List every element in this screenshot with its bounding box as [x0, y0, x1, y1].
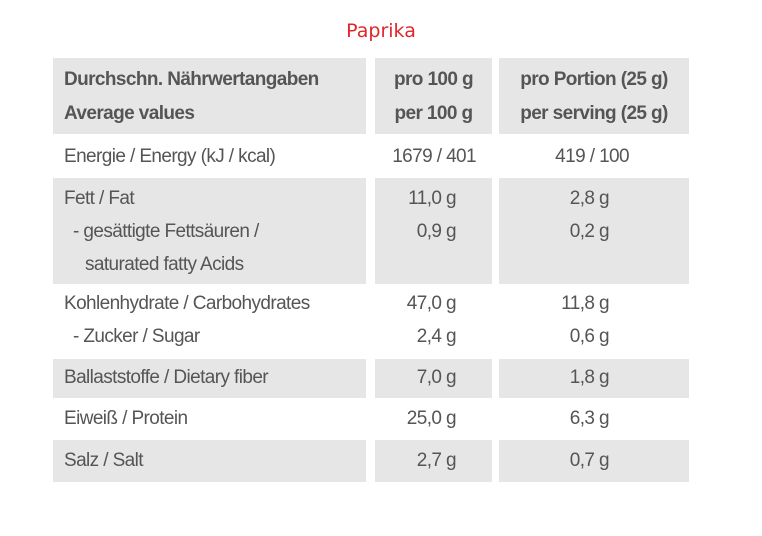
value: 11,8 g	[561, 293, 609, 314]
row-fat-label: Fett / Fat - gesättigte Fettsäuren / sat…	[53, 178, 366, 284]
value: 0,7 g	[569, 450, 610, 471]
value: 2,7 g	[416, 450, 457, 471]
row-fiber-per100: 7,0 g	[375, 359, 492, 398]
header-average-values: Durchschn. Nährwertangaben Average value…	[53, 58, 366, 134]
value: 0,9 g	[416, 221, 457, 242]
header-label-de: Durchschn. Nährwertangaben	[64, 69, 319, 90]
row-fat-portion: 2,8 g 0,2 g	[499, 178, 689, 284]
value: 2,8 g	[569, 188, 610, 209]
label: Ballaststoffe / Dietary fiber	[64, 367, 269, 388]
value: 419 / 100	[555, 146, 629, 167]
row-energy-per100: 1679 / 401	[375, 140, 492, 176]
value: 47,0 g	[406, 293, 457, 314]
row-carbs-label: Kohlenhydrate / Carbohydrates - Zucker /…	[53, 287, 366, 357]
row-salt-per100: 2,7 g	[375, 440, 492, 482]
header-per-portion: pro Portion (25 g) per serving (25 g)	[499, 58, 689, 134]
header-per100-en: per 100 g	[394, 103, 473, 124]
row-fiber-portion: 1,8 g	[499, 359, 689, 398]
value: 2,4 g	[416, 326, 457, 347]
row-protein-portion: 6,3 g	[499, 402, 689, 438]
row-carbs-portion: 11,8 g 0,6 g	[499, 287, 689, 357]
label: Eiweiß / Protein	[64, 408, 188, 429]
label: Kohlenhydrate / Carbohydrates	[64, 293, 310, 314]
header-portion-de: pro Portion (25 g)	[520, 69, 668, 90]
sublabel: - gesättigte Fettsäuren /	[73, 221, 259, 242]
row-carbs-per100: 47,0 g 2,4 g	[375, 287, 492, 357]
row-protein-per100: 25,0 g	[375, 402, 492, 438]
row-protein-label: Eiweiß / Protein	[53, 402, 366, 438]
sublabel: - Zucker / Sugar	[73, 326, 200, 347]
row-energy-label: Energie / Energy (kJ / kcal)	[53, 140, 366, 176]
row-fiber-label: Ballaststoffe / Dietary fiber	[53, 359, 366, 398]
product-title: Paprika	[346, 20, 416, 42]
value: 11,0 g	[408, 188, 456, 209]
value: 0,2 g	[569, 221, 610, 242]
value: 25,0 g	[406, 408, 457, 429]
header-portion-en: per serving (25 g)	[520, 103, 668, 124]
row-fat-per100: 11,0 g 0,9 g	[375, 178, 492, 284]
value: 6,3 g	[569, 408, 610, 429]
row-salt-portion: 0,7 g	[499, 440, 689, 482]
value: 7,0 g	[416, 367, 457, 388]
value: 1,8 g	[569, 367, 610, 388]
value: 1679 / 401	[392, 146, 476, 167]
label: Salz / Salt	[64, 450, 144, 471]
sublabel-cont: saturated fatty Acids	[85, 254, 244, 275]
label: Fett / Fat	[64, 188, 135, 209]
header-label-en: Average values	[64, 103, 195, 124]
row-salt-label: Salz / Salt	[53, 440, 366, 482]
value: 0,6 g	[569, 326, 610, 347]
label: Energie / Energy (kJ / kcal)	[64, 146, 276, 167]
row-energy-portion: 419 / 100	[499, 140, 689, 176]
header-per100-de: pro 100 g	[393, 69, 474, 90]
header-per-100g: pro 100 g per 100 g	[375, 58, 492, 134]
